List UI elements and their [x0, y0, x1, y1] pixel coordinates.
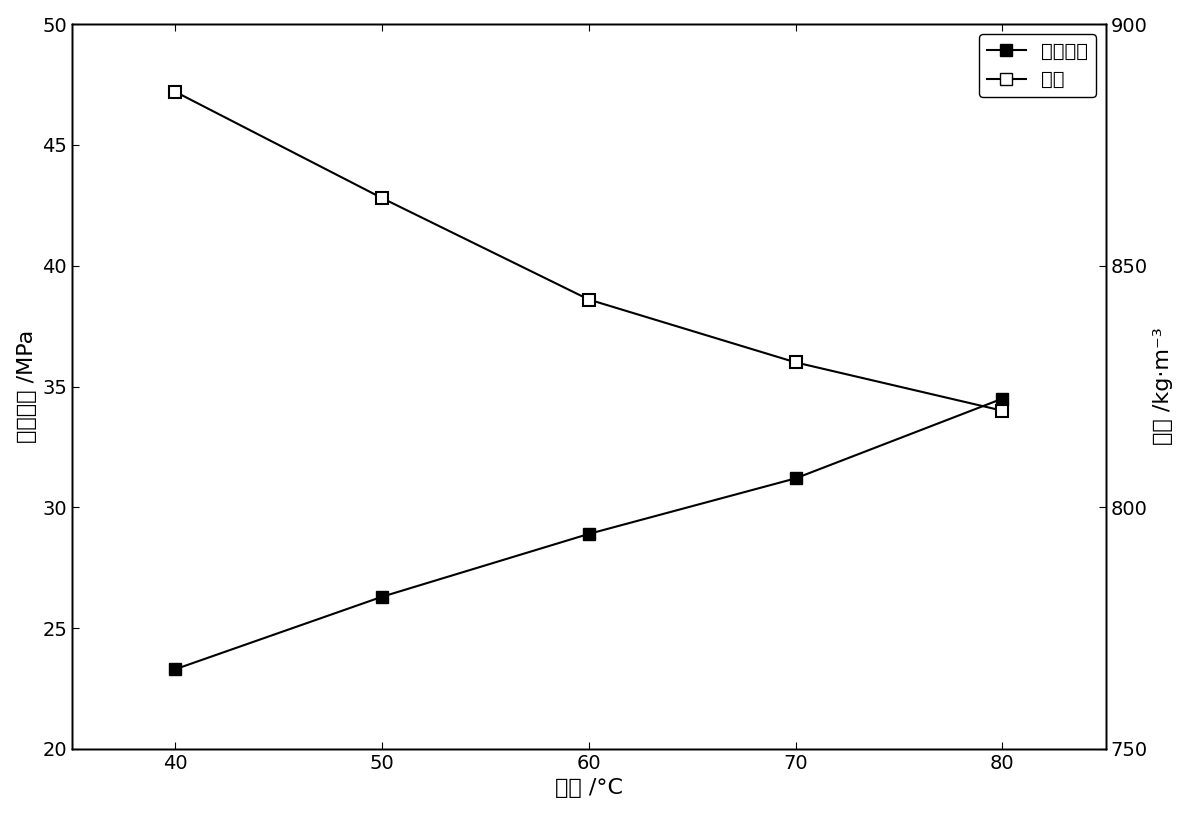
密度 [375, 193, 389, 203]
Legend: 浊点压力, 密度: 浊点压力, 密度 [979, 34, 1096, 97]
X-axis label: 温度 /°C: 温度 /°C [555, 778, 622, 799]
浊点压力 [789, 474, 803, 483]
Y-axis label: 浊点压力 /MPa: 浊点压力 /MPa [17, 330, 37, 443]
浊点压力 [995, 394, 1009, 403]
Line: 密度: 密度 [170, 86, 1008, 416]
密度 [168, 87, 182, 97]
浊点压力 [582, 529, 596, 539]
Line: 浊点压力: 浊点压力 [170, 393, 1008, 675]
浊点压力 [168, 664, 182, 674]
Y-axis label: 密度 /kg·m⁻³: 密度 /kg·m⁻³ [1153, 328, 1173, 446]
密度 [582, 295, 596, 305]
密度 [995, 406, 1009, 416]
浊点压力 [375, 592, 389, 601]
密度 [789, 358, 803, 368]
